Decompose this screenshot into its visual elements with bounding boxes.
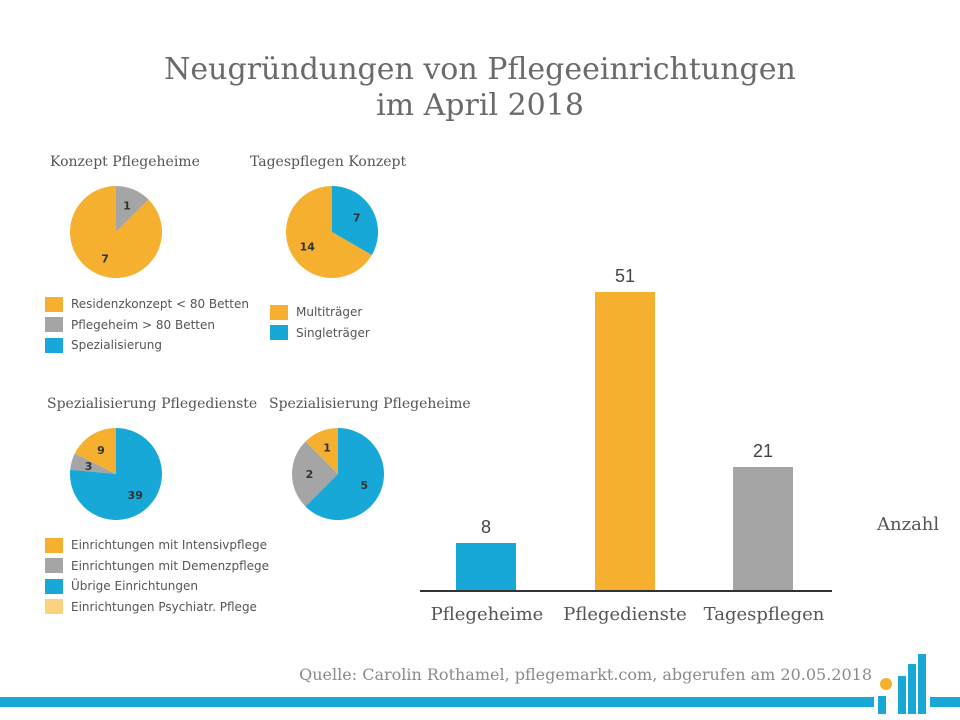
- legend-item: Einrichtungen mit Intensivpflege: [45, 535, 269, 556]
- legend-item: Einrichtungen mit Demenzpflege: [45, 556, 269, 577]
- legend-swatch: [270, 325, 288, 341]
- pie-spezialisierung-pflegedienste: 93 39: [70, 428, 162, 520]
- pie2-title: Tagespflegen Konzept: [250, 154, 407, 170]
- pie-data-label: 39: [128, 489, 143, 502]
- legend-label: Einrichtungen mit Intensivpflege: [71, 538, 267, 553]
- pie-slice: [69, 186, 162, 278]
- pie-slice: [292, 441, 338, 507]
- pie-data-label: 5: [361, 479, 369, 492]
- pie-data-label: 7: [353, 212, 361, 225]
- bar-value-label: 21: [752, 441, 774, 462]
- bar-value-label: 51: [614, 266, 636, 286]
- legend-swatch: [45, 537, 63, 553]
- pie-data-label: 9: [97, 444, 105, 457]
- legend-swatch: [45, 578, 63, 594]
- pie1-title: Konzept Pflegeheime: [50, 154, 200, 170]
- pflegemarkt-logo-icon: [874, 652, 930, 716]
- legend-label: Residenzkonzept < 80 Betten: [71, 297, 249, 312]
- x-tick-label: Pflegedienste: [563, 604, 687, 625]
- legend-item: Multiträger: [270, 302, 370, 323]
- pie-tagespflegen-konzept: 14 7: [286, 186, 378, 278]
- pie-slice: [74, 428, 116, 474]
- legend-label: Übrige Einrichtungen: [71, 579, 198, 594]
- legend-tagespflegen: Multiträger Singleträger: [270, 302, 370, 343]
- pie-data-label: 2: [306, 468, 314, 481]
- legend-spezialisierung: Einrichtungen mit Intensivpflege Einrich…: [45, 535, 269, 617]
- legend-swatch: [45, 337, 63, 353]
- pie-slice: [116, 186, 149, 232]
- legend-item: Residenzkonzept < 80 Betten: [45, 294, 249, 315]
- bar-pflegedienste: [595, 292, 655, 590]
- legend-item: Einrichtungen Psychiatr. Pflege: [45, 597, 269, 618]
- bar-tagespflegen: [733, 467, 793, 590]
- legend-swatch: [270, 304, 288, 320]
- legend-label: Spezialisierung: [71, 338, 163, 353]
- pie4-title: Spezialisierung Pflegeheime: [269, 396, 471, 412]
- pie-data-label: 3: [85, 460, 93, 473]
- legend-swatch: [45, 599, 63, 615]
- legend-swatch: [45, 317, 63, 333]
- y-axis-label: Anzahl: [877, 514, 940, 535]
- pie3-title: Spezialisierung Pflegedienste: [47, 396, 258, 412]
- x-axis-line: [420, 590, 832, 592]
- legend-item: Singleträger: [270, 323, 370, 344]
- pie-slice: [70, 453, 116, 474]
- bar-value-label: 8: [480, 517, 491, 538]
- x-tick-label: Pflegeheime: [430, 604, 544, 625]
- pie-slice: [305, 428, 384, 520]
- pie-slice: [70, 428, 162, 520]
- legend-swatch: [45, 296, 63, 312]
- pie-data-label: 14: [300, 240, 316, 253]
- pie-data-label: 1: [323, 442, 331, 455]
- bar-pflegeheime: [456, 543, 516, 590]
- legend-label: Einrichtungen Psychiatr. Pflege: [71, 599, 257, 614]
- legend-item: Pflegeheim > 80 Betten: [45, 315, 249, 336]
- footer-bar: [0, 697, 960, 707]
- legend-label: Einrichtungen mit Demenzpflege: [71, 558, 270, 573]
- legend-item: Übrige Einrichtungen: [45, 576, 269, 597]
- legend-label: Multiträger: [296, 305, 363, 320]
- chart-title-line1: Neugründungen von Pflegeeinrichtungen: [164, 52, 796, 87]
- pie-slice: [305, 428, 338, 474]
- pie-data-label: 7: [101, 252, 109, 265]
- legend-swatch: [45, 558, 63, 574]
- legend-item: Spezialisierung: [45, 335, 249, 356]
- source-text: Quelle: Carolin Rothamel, pflegemarkt.co…: [299, 665, 872, 684]
- x-tick-label: Tagespflegen: [703, 604, 825, 625]
- pie-spezialisierung-pflegeheime: 12 5: [292, 428, 384, 520]
- pie-konzept-pflegeheime: 71: [69, 186, 162, 278]
- legend-label: Singleträger: [296, 325, 370, 340]
- legend-konzept-pflegeheime: Residenzkonzept < 80 Betten Pflegeheim >…: [45, 294, 249, 356]
- chart-title-line2: im April 2018: [376, 88, 584, 123]
- pie-data-label: 1: [123, 200, 131, 213]
- pie-slice: [332, 186, 378, 255]
- pie-slice: [286, 186, 372, 278]
- legend-label: Pflegeheim > 80 Betten: [71, 317, 215, 332]
